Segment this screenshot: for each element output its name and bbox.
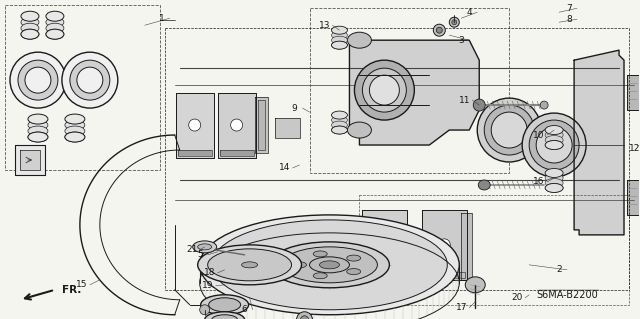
Ellipse shape xyxy=(46,29,64,39)
Ellipse shape xyxy=(230,119,243,131)
Ellipse shape xyxy=(473,99,485,111)
Ellipse shape xyxy=(212,315,237,319)
Polygon shape xyxy=(362,210,407,280)
Ellipse shape xyxy=(28,132,48,142)
Text: 1: 1 xyxy=(159,14,164,23)
Ellipse shape xyxy=(65,120,85,130)
Ellipse shape xyxy=(319,261,339,269)
Ellipse shape xyxy=(28,126,48,136)
Text: 18: 18 xyxy=(204,268,216,277)
Polygon shape xyxy=(424,272,465,278)
Text: 13: 13 xyxy=(319,21,330,30)
Text: FR.: FR. xyxy=(62,285,81,295)
Ellipse shape xyxy=(209,298,241,312)
Ellipse shape xyxy=(545,130,563,139)
Ellipse shape xyxy=(449,17,460,27)
Ellipse shape xyxy=(545,183,563,192)
Ellipse shape xyxy=(62,52,118,108)
Text: 16: 16 xyxy=(533,177,545,187)
Ellipse shape xyxy=(545,174,563,182)
Ellipse shape xyxy=(21,23,39,33)
Ellipse shape xyxy=(200,305,210,315)
Text: 11: 11 xyxy=(458,96,470,105)
Ellipse shape xyxy=(269,242,389,288)
Ellipse shape xyxy=(65,132,85,142)
Ellipse shape xyxy=(310,257,349,273)
Ellipse shape xyxy=(28,132,48,142)
Ellipse shape xyxy=(70,60,110,100)
Polygon shape xyxy=(627,180,639,215)
Ellipse shape xyxy=(332,41,348,49)
Ellipse shape xyxy=(478,180,490,190)
Polygon shape xyxy=(422,210,467,280)
Ellipse shape xyxy=(301,316,308,319)
Polygon shape xyxy=(257,100,264,150)
Ellipse shape xyxy=(25,67,51,93)
Polygon shape xyxy=(574,50,624,235)
Ellipse shape xyxy=(332,31,348,39)
Ellipse shape xyxy=(540,101,548,109)
Text: 4: 4 xyxy=(467,8,472,17)
Ellipse shape xyxy=(545,141,563,150)
Text: 15: 15 xyxy=(76,280,88,289)
Ellipse shape xyxy=(438,239,451,251)
Ellipse shape xyxy=(355,60,414,120)
Text: 12: 12 xyxy=(629,144,640,152)
Polygon shape xyxy=(15,145,45,175)
Ellipse shape xyxy=(65,114,85,124)
Ellipse shape xyxy=(477,98,541,162)
Ellipse shape xyxy=(545,126,563,135)
Ellipse shape xyxy=(332,121,348,129)
Ellipse shape xyxy=(207,249,292,281)
Text: 19: 19 xyxy=(202,281,213,290)
Ellipse shape xyxy=(348,32,371,48)
Ellipse shape xyxy=(313,251,327,257)
Text: 10: 10 xyxy=(533,130,545,139)
Ellipse shape xyxy=(347,269,361,275)
Ellipse shape xyxy=(21,29,39,39)
Ellipse shape xyxy=(296,312,312,319)
Ellipse shape xyxy=(313,273,327,279)
Polygon shape xyxy=(220,150,253,155)
Ellipse shape xyxy=(21,29,39,39)
Ellipse shape xyxy=(212,220,447,310)
Polygon shape xyxy=(176,93,214,158)
Ellipse shape xyxy=(242,262,257,268)
Polygon shape xyxy=(255,97,268,153)
Bar xyxy=(360,195,629,305)
Ellipse shape xyxy=(545,178,563,188)
Ellipse shape xyxy=(28,120,48,130)
Ellipse shape xyxy=(189,119,201,131)
Polygon shape xyxy=(364,272,405,278)
Text: 5: 5 xyxy=(197,250,203,259)
Ellipse shape xyxy=(378,239,390,251)
Ellipse shape xyxy=(65,132,85,142)
Ellipse shape xyxy=(282,247,378,283)
Ellipse shape xyxy=(369,75,399,105)
Ellipse shape xyxy=(332,116,348,124)
Ellipse shape xyxy=(545,168,563,177)
Polygon shape xyxy=(275,118,300,138)
Ellipse shape xyxy=(332,111,348,119)
Polygon shape xyxy=(627,75,639,110)
Ellipse shape xyxy=(65,126,85,136)
Ellipse shape xyxy=(536,127,572,163)
Bar xyxy=(5,5,160,170)
Ellipse shape xyxy=(201,295,248,315)
Ellipse shape xyxy=(18,60,58,100)
Ellipse shape xyxy=(545,136,563,145)
Polygon shape xyxy=(218,93,255,158)
Text: 6: 6 xyxy=(242,305,248,314)
Polygon shape xyxy=(349,40,479,145)
Text: 3: 3 xyxy=(458,36,464,45)
Ellipse shape xyxy=(198,245,301,285)
Text: 21: 21 xyxy=(186,245,197,254)
Ellipse shape xyxy=(198,244,212,250)
Ellipse shape xyxy=(545,141,563,150)
Ellipse shape xyxy=(529,120,579,170)
Text: 17: 17 xyxy=(456,303,467,312)
Bar xyxy=(310,8,509,173)
Ellipse shape xyxy=(77,67,103,93)
Ellipse shape xyxy=(436,27,442,33)
